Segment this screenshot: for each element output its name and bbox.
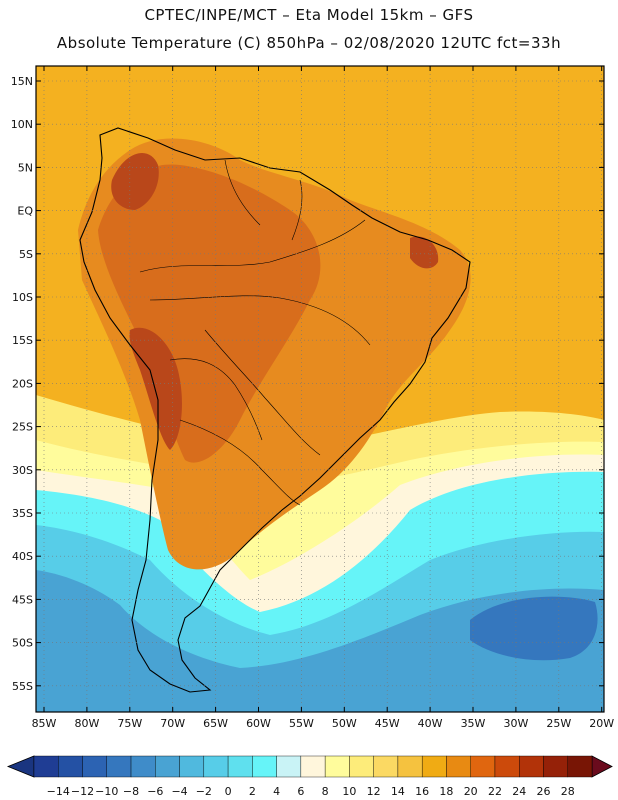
colorbar-tick-label: −6 xyxy=(147,785,163,798)
colorbar-swatch xyxy=(203,755,229,778)
colorbar-tick-label: 2 xyxy=(249,785,256,798)
plot-frame xyxy=(35,65,605,713)
colorbar-swatch xyxy=(252,755,277,778)
lat-label: 50S xyxy=(12,637,33,650)
colorbar-swatch xyxy=(494,755,520,778)
colorbar-tick-label: −12 xyxy=(71,785,94,798)
colombia-hot-spot xyxy=(111,153,159,210)
lat-label: 5S xyxy=(19,248,33,261)
lat-label: 15N xyxy=(11,75,33,88)
longitude-labels: 85W 80W 75W 70W 65W 60W 55W 50W 45W 40W 35W 30W 25W 2… xyxy=(32,717,615,730)
lon-label: 65W xyxy=(203,717,228,730)
colorbar-swatch xyxy=(324,755,350,778)
colorbar-swatch xyxy=(106,755,132,778)
colorbar-tick-label: −10 xyxy=(95,785,118,798)
lat-label: 35S xyxy=(12,507,33,520)
latitude-labels: 15N 10N 5N EQ 5S 10S 15S 20S 25S 30S 35S 40S 45S 50S 5… xyxy=(11,75,34,693)
lon-label: 30W xyxy=(503,717,528,730)
colorbar-swatch xyxy=(82,755,107,778)
lon-label: 75W xyxy=(117,717,142,730)
lat-label: 55S xyxy=(12,680,33,693)
colorbar-swatch xyxy=(130,755,156,778)
colorbar-tick-label: −8 xyxy=(123,785,139,798)
colorbar-swatch xyxy=(276,755,302,778)
lat-label: 15S xyxy=(12,334,33,347)
colorbar-tick-label: −4 xyxy=(171,785,187,798)
lat-label: 40S xyxy=(12,550,33,563)
colorbar-swatch xyxy=(519,755,544,778)
colorbar-tick-label: 0 xyxy=(225,785,232,798)
colorbar-tick-label: −2 xyxy=(196,785,212,798)
temperature-field xyxy=(36,66,604,712)
colorbar-left-arrow xyxy=(6,755,35,778)
title-line-2: Absolute Temperature (C) 850hPa – 02/08/… xyxy=(56,34,562,52)
colorbar-swatch xyxy=(373,755,399,778)
colorbar-tick-label: 20 xyxy=(464,785,478,798)
lat-label: 10N xyxy=(11,118,33,131)
colorbar-tick-label: 16 xyxy=(415,785,429,798)
andes-hot-spot xyxy=(129,327,182,450)
lon-label: 50W xyxy=(332,717,357,730)
colorbar-swatch xyxy=(349,755,374,778)
lon-label: 85W xyxy=(32,717,57,730)
colorbar-tick-label: 26 xyxy=(536,785,550,798)
title-line-1: CPTEC/INPE/MCT – Eta Model 15km – GFS xyxy=(144,6,474,24)
lat-lon-grid xyxy=(36,66,604,712)
colorbar-swatch xyxy=(470,755,496,778)
colorbar-swatch xyxy=(227,755,253,778)
colorbar-tick-label: 22 xyxy=(488,785,502,798)
colorbar-tick-label: 28 xyxy=(561,785,575,798)
lon-label: 55W xyxy=(289,717,314,730)
cold-blue-core xyxy=(470,596,598,661)
colorbar-tick-label: 14 xyxy=(391,785,405,798)
lon-label: 80W xyxy=(74,717,99,730)
colorbar-swatch xyxy=(421,755,447,778)
south-america-coastline xyxy=(79,127,471,693)
colorbar-swatch xyxy=(567,755,593,778)
lat-label: EQ xyxy=(17,205,33,218)
colorbar-tick-label: −14 xyxy=(47,785,70,798)
colorbar-tick-label: 18 xyxy=(439,785,453,798)
colorbar-swatch xyxy=(397,755,423,778)
lat-label: 45S xyxy=(12,593,33,606)
lon-label: 35W xyxy=(461,717,486,730)
colorbar-tick-label: 24 xyxy=(512,785,526,798)
lon-label: 45W xyxy=(375,717,400,730)
lon-label: 25W xyxy=(546,717,571,730)
mid-blue-band xyxy=(36,570,604,712)
continent-hot-field xyxy=(98,164,321,463)
colorbar-tick-label: 4 xyxy=(273,785,280,798)
axis-ticks xyxy=(36,66,604,712)
country-borders xyxy=(139,159,371,506)
colorbar-swatch xyxy=(155,755,180,778)
colorbar-tick-labels: −14 −12 −10 −8 −6 −4 −2 0 2 4 6 8 10 12 14 16 18 20 22 24 26… xyxy=(47,785,575,798)
lon-label: 40W xyxy=(418,717,443,730)
lon-label: 20W xyxy=(589,717,614,730)
colorbar-swatch xyxy=(300,755,326,778)
lat-label: 25S xyxy=(12,421,33,434)
colorbar-tick-label: 12 xyxy=(367,785,381,798)
colorbar-tick-label: 6 xyxy=(297,785,304,798)
lat-label: 30S xyxy=(12,464,33,477)
colorbar-tick-label: 8 xyxy=(322,785,329,798)
colorbar-tick-label: 10 xyxy=(342,785,356,798)
colorbar-swatch xyxy=(58,755,83,778)
colorbar-swatch xyxy=(179,755,205,778)
lat-label: 5N xyxy=(18,161,33,174)
lat-label: 20S xyxy=(12,377,33,390)
lon-label: 70W xyxy=(160,717,185,730)
lat-label: 10S xyxy=(12,291,33,304)
colorbar-swatch xyxy=(33,755,59,778)
colorbar-right-arrow xyxy=(591,755,613,778)
northeast-hot-spot xyxy=(410,236,439,269)
lon-label: 60W xyxy=(246,717,271,730)
colorbar-swatch xyxy=(543,755,568,778)
temperature-colorbar xyxy=(6,755,613,778)
colorbar-swatch xyxy=(446,755,471,778)
